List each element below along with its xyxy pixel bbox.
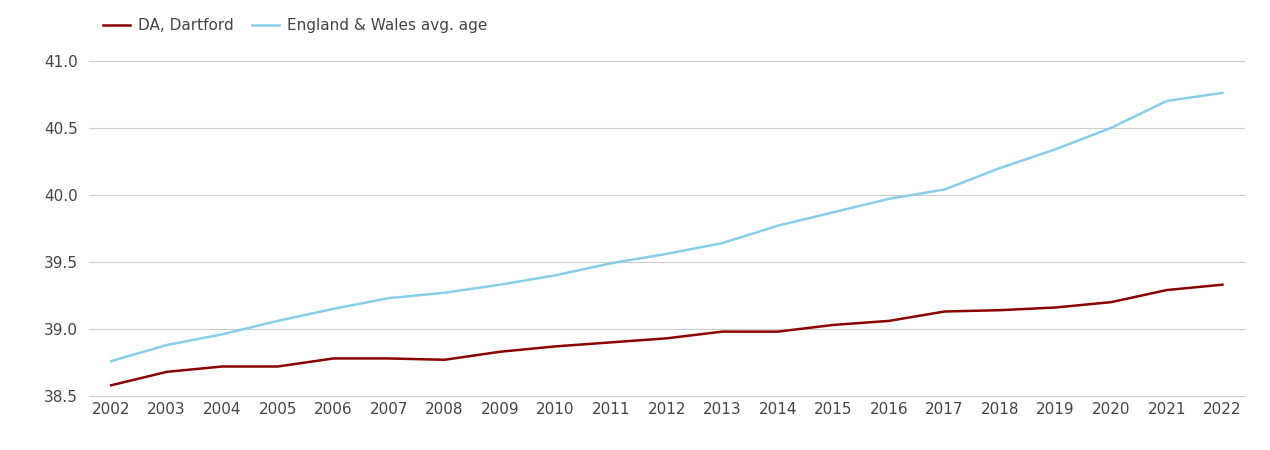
Legend: DA, Dartford, England & Wales avg. age: DA, Dartford, England & Wales avg. age: [97, 12, 494, 40]
